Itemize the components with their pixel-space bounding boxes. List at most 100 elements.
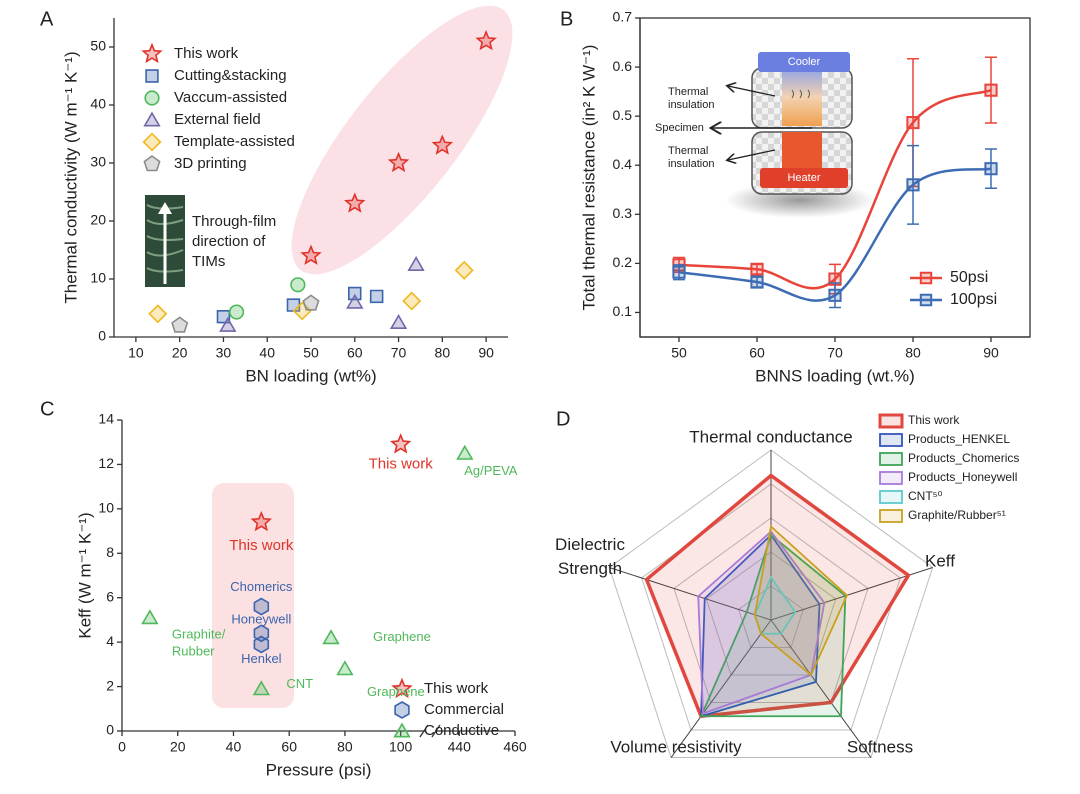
y-axis-label: Total thermal resistance (in² K W⁻¹) bbox=[579, 45, 598, 311]
y-tick-label: 6 bbox=[106, 588, 114, 604]
axis-label: Keff bbox=[925, 551, 955, 570]
x-tick-label: 440 bbox=[448, 739, 472, 755]
y-tick-label: 20 bbox=[90, 212, 106, 228]
legend-swatch bbox=[878, 413, 904, 429]
legend-label: 3D printing bbox=[174, 155, 247, 172]
inset-label: Thermal insulation bbox=[668, 86, 714, 111]
point-label: This work bbox=[229, 537, 294, 554]
x-tick-label: 90 bbox=[478, 345, 494, 361]
radar-series bbox=[753, 575, 797, 635]
axis-break bbox=[419, 724, 441, 738]
inset-label-line: Thermal bbox=[668, 86, 708, 98]
inset-label-line: Thermal bbox=[668, 145, 708, 157]
marker-diamond bbox=[142, 132, 162, 152]
legend-label: 50psi bbox=[950, 269, 988, 286]
marker-square bbox=[984, 83, 998, 97]
y-tick-label: 10 bbox=[98, 500, 114, 516]
grid-ring bbox=[673, 517, 869, 704]
marker-square bbox=[919, 293, 933, 307]
marker-square bbox=[750, 275, 764, 289]
y-tick-label: 0.1 bbox=[613, 303, 633, 319]
inset-label-line: insulation bbox=[668, 158, 714, 170]
x-tick-label: 40 bbox=[226, 739, 242, 755]
marker-triangle bbox=[252, 680, 270, 696]
marker-hexagon bbox=[253, 624, 270, 643]
x-tick-label: 80 bbox=[337, 739, 353, 755]
inset-label: Heater bbox=[787, 172, 820, 184]
grid-ring bbox=[738, 585, 804, 649]
legend-label: CNT⁵⁰ bbox=[908, 489, 943, 503]
x-tick-label: 80 bbox=[905, 345, 921, 361]
x-axis-label: BN loading (wt%) bbox=[245, 366, 376, 385]
radar-spoke bbox=[609, 566, 772, 621]
radar-spoke bbox=[670, 619, 772, 758]
point-label: Graphene bbox=[373, 629, 431, 644]
y-tick-label: 0.5 bbox=[613, 107, 633, 123]
marker-circle bbox=[228, 304, 245, 320]
annotation-line: TIMs bbox=[192, 253, 225, 270]
axis-label-line: Dielectric bbox=[555, 535, 625, 554]
highlight-region bbox=[291, 5, 513, 275]
marker-diamond bbox=[148, 304, 168, 324]
x-tick-label: 20 bbox=[172, 345, 188, 361]
grid-ring bbox=[705, 551, 837, 676]
legend-label: Products_Honeywell bbox=[908, 470, 1017, 484]
inset-label: Thermal insulation bbox=[668, 145, 714, 170]
x-tick-label: 100 bbox=[389, 739, 413, 755]
marker-hexagon bbox=[394, 701, 410, 719]
x-tick-label: 60 bbox=[281, 739, 297, 755]
marker-triangle bbox=[346, 293, 364, 309]
axis-label: Thermal conductance bbox=[689, 427, 852, 446]
point-label: CNT bbox=[286, 676, 313, 691]
y-tick-label: 0 bbox=[98, 328, 106, 344]
x-tick-label: 70 bbox=[391, 345, 407, 361]
legend-label: Template-assisted bbox=[174, 133, 295, 150]
series-line bbox=[678, 167, 992, 302]
legend-label: Conductive bbox=[424, 722, 499, 739]
legend-label: This work bbox=[908, 413, 960, 427]
marker-square bbox=[750, 262, 764, 276]
legend-label: 100psi bbox=[950, 291, 997, 308]
marker-triangle bbox=[143, 111, 161, 127]
x-tick-label: 60 bbox=[347, 345, 363, 361]
legend-label: External field bbox=[174, 111, 261, 128]
y-tick-label: 0.2 bbox=[613, 254, 633, 270]
marker-square bbox=[672, 265, 686, 279]
marker-circle bbox=[290, 277, 306, 293]
annotation-line: direction of bbox=[192, 233, 266, 250]
point-label: Chomerics bbox=[230, 579, 293, 594]
x-tick-label: 50 bbox=[671, 345, 687, 361]
legend-label: Vaccum-assisted bbox=[174, 89, 287, 106]
annotation: Through-film direction of TIMs bbox=[192, 213, 276, 270]
error-bar bbox=[985, 56, 997, 124]
x-tick-label: 90 bbox=[983, 345, 999, 361]
marker-triangle bbox=[456, 444, 474, 460]
axis-label: Softness bbox=[847, 737, 913, 756]
y-tick-label: 40 bbox=[90, 96, 106, 112]
legend-label: Cutting&stacking bbox=[174, 67, 287, 84]
fiber-image bbox=[145, 195, 185, 287]
y-tick-label: 0.4 bbox=[613, 156, 633, 172]
marker-pentagon bbox=[302, 294, 320, 311]
error-bar bbox=[985, 148, 997, 190]
y-tick-label: 50 bbox=[90, 38, 106, 54]
legend-swatch bbox=[879, 509, 903, 523]
legend-label: Graphite/Rubber⁵¹ bbox=[908, 508, 1006, 522]
radar-spoke bbox=[770, 619, 872, 758]
marker-pentagon bbox=[143, 155, 161, 172]
marker-star bbox=[141, 42, 163, 64]
x-tick-label: 30 bbox=[216, 345, 232, 361]
x-tick-label: 0 bbox=[118, 739, 126, 755]
inset-label: Specimen bbox=[655, 122, 704, 134]
marker-circle bbox=[144, 90, 160, 106]
legend-label: Commercial bbox=[424, 701, 504, 718]
y-tick-label: 0.7 bbox=[613, 9, 633, 25]
marker-star bbox=[300, 244, 322, 265]
x-axis-label: Pressure (psi) bbox=[266, 760, 372, 779]
y-axis-label: Thermal conductivity (W m⁻¹ K⁻¹) bbox=[61, 51, 80, 303]
inset-diagram: Cooler Heater Specimen bbox=[655, 52, 875, 218]
marker-diamond bbox=[402, 291, 422, 311]
marker-triangle bbox=[141, 609, 159, 625]
highlight-region bbox=[212, 483, 294, 708]
